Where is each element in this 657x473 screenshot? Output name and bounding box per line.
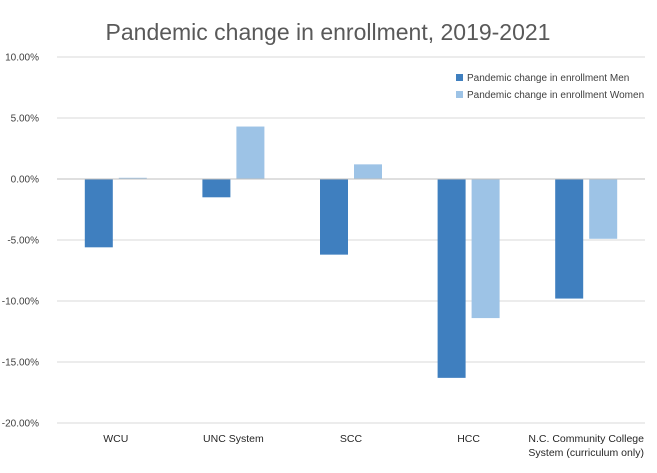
- x-axis-categories: WCU UNC System SCC HCC N.C. Community Colleg…: [103, 433, 644, 459]
- bar-men-4: [555, 179, 584, 299]
- legend-swatch-0: [456, 74, 463, 81]
- bar-women-1: [236, 126, 265, 179]
- bar-women-4: [589, 179, 618, 239]
- y-tick-label: 5.00%: [11, 114, 39, 125]
- y-tick-label: -10.00%: [2, 297, 39, 308]
- y-tick-label: 10.00%: [5, 53, 39, 64]
- x-category-label: HCC: [457, 433, 480, 445]
- x-category-label: SCC: [340, 433, 363, 445]
- bar-women-0: [118, 177, 147, 179]
- y-tick-label: -20.00%: [2, 419, 39, 430]
- y-tick-label: -5.00%: [7, 236, 39, 247]
- bar-men-0: [84, 179, 113, 248]
- bar-women-2: [354, 164, 382, 179]
- x-category-label: WCU: [103, 433, 128, 445]
- bar-men-1: [202, 179, 231, 198]
- y-tick-label: 0.00%: [11, 175, 39, 186]
- y-tick-label: -15.00%: [2, 358, 39, 369]
- x-category-label: UNC System: [203, 433, 264, 445]
- gridlines: [57, 56, 645, 424]
- x-category-label: N.C. Community College: [528, 433, 644, 445]
- legend-swatch-1: [456, 91, 463, 98]
- bars: [84, 126, 618, 378]
- x-category-label: System (curriculum only): [528, 447, 644, 459]
- chart-title: Pandemic change in enrollment, 2019-2021: [106, 19, 551, 45]
- legend: Pandemic change in enrollment Men Pandemi…: [456, 73, 644, 101]
- legend-label-1: Pandemic change in enrollment Women: [467, 90, 644, 101]
- bar-men-2: [320, 179, 348, 255]
- bar-women-3: [471, 179, 500, 319]
- y-axis-ticks: 10.00% 5.00% 0.00% -5.00% -10.00% -15.00% -20.…: [2, 53, 39, 430]
- bar-men-3: [437, 179, 466, 378]
- legend-label-0: Pandemic change in enrollment Men: [467, 73, 629, 84]
